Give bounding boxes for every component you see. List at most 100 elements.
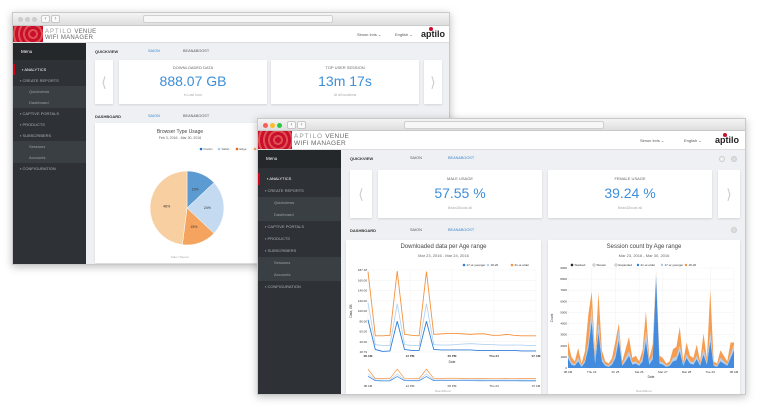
next-arrow-button[interactable]: ⟩ <box>424 60 442 104</box>
user-menu[interactable]: Simon Irvis ⌄ <box>640 138 665 143</box>
sidebar-item-sessions[interactable]: Sessions <box>13 141 86 152</box>
sidebar-item-captive-portals[interactable]: ▪ CAPTIVE PORTALS <box>258 221 341 233</box>
card-title: FEMALE USAGE <box>614 176 646 181</box>
sidebar-item-create-reports[interactable]: ▪ CREATE REPORTS <box>13 75 86 86</box>
dashboard-tab-saion[interactable]: SAION <box>148 114 160 118</box>
sidebar-item-quickviews[interactable]: Quickviews <box>258 197 341 209</box>
y-tick-label: 5000 <box>560 310 567 314</box>
quickview-label: QUICKVIEW <box>350 156 374 161</box>
back-nav-button[interactable]: ‹ <box>41 15 50 23</box>
brand-name: APTILO VENUE WIFI MANAGER <box>294 133 349 147</box>
chart-icon: ▪ <box>267 176 270 181</box>
sidebar-item-captive-portals[interactable]: ▪ CAPTIVE PORTALS <box>13 108 86 119</box>
x-tick-label: Tue 29 <box>706 370 716 374</box>
settings-icon[interactable] <box>731 156 737 162</box>
y-tick-label: 2000 <box>560 344 567 348</box>
prev-arrow-button[interactable]: ⟨ <box>95 60 113 104</box>
navigator-series-17-or-younger <box>367 375 536 382</box>
x-tick-label: Thu 24 <box>489 354 499 358</box>
mode-label: Stream <box>597 263 607 267</box>
y-tick-label: 7000 <box>560 288 567 292</box>
language-select[interactable]: English ⌄ <box>395 32 413 37</box>
back-nav-button[interactable]: ‹ <box>287 121 296 129</box>
navigator-tick-label: 12 PM <box>406 384 415 388</box>
brand-line2: WIFI MANAGER <box>294 139 346 147</box>
chart-title: Session count by Age range <box>606 244 682 250</box>
next-arrow-button[interactable]: ⟩ <box>718 170 740 218</box>
config-icon: ▪ <box>265 284 268 289</box>
sidebar-item-create-reports[interactable]: ▪ CREATE REPORTS <box>258 185 341 197</box>
quickview-tab-saion[interactable]: SAION <box>410 156 422 160</box>
y-tick-label: 6000 <box>560 299 567 303</box>
card-title: DOWNLOADED DATA <box>172 65 214 70</box>
sidebar-item-analytics[interactable]: ▪ ANALYTICS <box>258 173 341 185</box>
sidebar-item-analytics[interactable]: ▪ ANALYTICS <box>13 64 86 75</box>
quickview-tab-saion[interactable]: SAION <box>148 49 160 53</box>
forward-nav-button[interactable]: › <box>297 121 306 129</box>
sidebar-item-label: CONFIGURATION <box>267 284 301 289</box>
wifi-icon: ▪ <box>265 224 268 229</box>
navigator-tick-label: Thu 24 <box>489 384 499 388</box>
minimize-button[interactable] <box>270 122 275 128</box>
address-bar[interactable] <box>143 15 333 23</box>
sidebar-item-label: CONFIGURATION <box>22 166 56 171</box>
menu-header: Menu <box>258 150 341 168</box>
quickview-tab-beanboost[interactable]: BEAN&BOOST <box>448 156 475 160</box>
navigator-tick-label: 07 AM <box>532 384 541 388</box>
x-tick-label: 07 AM <box>532 354 541 358</box>
y-tick-label: 60.00 <box>359 330 367 334</box>
sidebar-item-dashboard[interactable]: Dashboard <box>258 209 341 221</box>
x-tick-label: 08 AM <box>364 354 373 358</box>
settings-icon[interactable] <box>731 227 737 233</box>
close-button[interactable] <box>18 17 23 22</box>
dashboard-tab-beanboost[interactable]: BEAN&BOOST <box>448 228 475 232</box>
sidebar-item-products[interactable]: ▪ PRODUCTS <box>13 119 86 130</box>
sidebar-item-label: SUBSCRIBERS <box>22 133 52 138</box>
language-select[interactable]: English ⌄ <box>684 138 702 143</box>
sidebar-item-configuration[interactable]: ▪ CONFIGURATION <box>258 281 341 293</box>
y-tick-label: 160.00 <box>358 278 368 282</box>
line-chart-card: Downloaded data per Age range Mar 23, 20… <box>346 240 541 394</box>
sidebar-item-sessions[interactable]: Sessions <box>258 257 341 269</box>
user-filter-icon[interactable] <box>719 156 725 162</box>
sidebar-item-label: ANALYTICS <box>269 176 292 181</box>
prev-arrow-button[interactable]: ⟨ <box>350 170 372 218</box>
front-browser-window: ‹ › APTILO VENUE WIFI MANAGER Simon Irvis… <box>257 118 746 395</box>
y-tick-label: 80.00 <box>359 319 367 323</box>
maximize-button[interactable] <box>32 17 37 22</box>
minimize-button[interactable] <box>25 17 30 22</box>
sidebar-item-subscribers[interactable]: ▪ SUBSCRIBERS <box>13 130 86 141</box>
sidebar-item-accounts[interactable]: Accounts <box>258 269 341 281</box>
x-tick-label: Fri 25 <box>612 370 620 374</box>
dashboard-tab-saion[interactable]: SAION <box>410 228 422 232</box>
dashboard-tab-beanboost[interactable]: BEAN&BOOST <box>183 114 210 118</box>
sidebar: Menu ▪ ANALYTICS ▪ CREATE REPORTS Quickview… <box>258 150 341 394</box>
browser-titlebar: ‹ › <box>258 119 745 131</box>
chart-footer: Bean&Boost <box>636 389 652 393</box>
sidebar-item-dashboard[interactable]: Dashboard <box>13 97 86 108</box>
aptilo-logo: aptilo <box>715 133 739 145</box>
chart-subtitle: Mar 23, 2016 - Mar 30, 2016 <box>618 253 670 258</box>
legend-entry: 17-or-younger <box>665 263 684 267</box>
sidebar-item-subscribers[interactable]: ▪ SUBSCRIBERS <box>258 245 341 257</box>
sidebar-item-label: Accounts <box>274 272 291 277</box>
y-tick-label: 0 <box>565 366 567 370</box>
y-tick-label: 120.00 <box>358 299 368 303</box>
chart-icon: ▪ <box>22 67 25 72</box>
sidebar-item-label: Sessions <box>274 260 291 265</box>
legend-marker <box>684 263 688 267</box>
address-bar[interactable] <box>404 121 604 129</box>
sidebar-item-quickviews[interactable]: Quickviews <box>13 86 86 97</box>
pie-label: 24% <box>204 206 211 210</box>
sidebar-item-configuration[interactable]: ▪ CONFIGURATION <box>13 163 86 174</box>
forward-nav-button[interactable]: › <box>51 15 60 23</box>
sidebar-item-accounts[interactable]: Accounts <box>13 152 86 163</box>
y-tick-label: 18.79 <box>359 350 367 354</box>
pie-label: 13% <box>192 187 199 191</box>
close-button[interactable] <box>263 122 268 128</box>
sidebar-item-label: PRODUCTS <box>22 122 45 127</box>
user-menu[interactable]: Simon Irvis ⌄ <box>357 32 382 37</box>
maximize-button[interactable] <box>277 122 282 128</box>
sidebar-item-products[interactable]: ▪ PRODUCTS <box>258 233 341 245</box>
quickview-tab-beanboost[interactable]: BEAN&BOOST <box>183 49 210 53</box>
